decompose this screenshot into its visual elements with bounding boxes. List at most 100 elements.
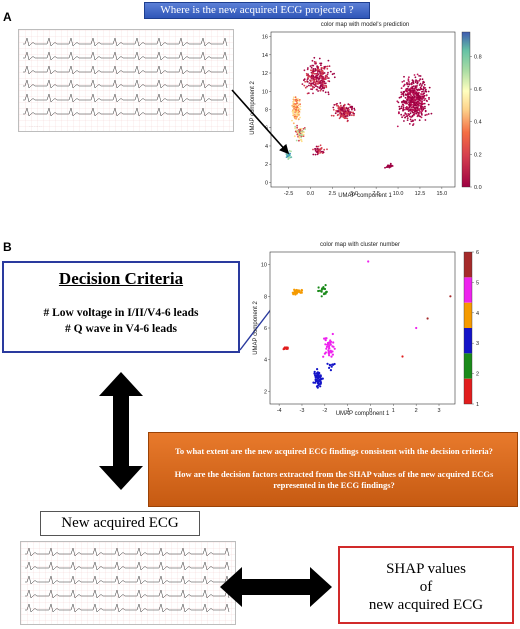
scatter-point bbox=[421, 102, 423, 104]
scatter-point bbox=[321, 86, 324, 89]
scatter-point bbox=[317, 152, 320, 155]
scatter-point bbox=[314, 149, 317, 152]
scatter-point bbox=[308, 84, 310, 87]
scatter-point bbox=[291, 104, 294, 107]
cluster-point bbox=[327, 352, 330, 355]
scatter-point bbox=[413, 88, 416, 91]
scatter-point bbox=[305, 72, 308, 75]
scatter-point bbox=[319, 144, 322, 147]
scatter-point bbox=[413, 85, 415, 88]
scatter-point bbox=[406, 117, 409, 119]
scatter-point bbox=[295, 100, 298, 103]
colorbar-tick-label: 0.6 bbox=[474, 87, 482, 93]
scatter-point bbox=[348, 114, 351, 117]
scatter-point bbox=[403, 75, 405, 78]
scatter-point bbox=[408, 76, 410, 79]
scatter-point bbox=[403, 90, 406, 93]
horizontal-double-arrow bbox=[220, 567, 332, 607]
scatter-point bbox=[352, 111, 354, 114]
scatter-point bbox=[400, 107, 403, 110]
cluster-point bbox=[415, 326, 418, 330]
cluster-colorbar bbox=[463, 251, 473, 405]
scatter-point bbox=[424, 105, 426, 108]
scatter-point bbox=[309, 84, 312, 87]
scatter-point bbox=[311, 59, 314, 62]
scatter-point bbox=[313, 76, 316, 79]
x-tick-label: 15.0 bbox=[436, 191, 447, 197]
scatter-point bbox=[344, 110, 347, 112]
scatter-point bbox=[296, 124, 298, 127]
scatter-point bbox=[342, 105, 345, 107]
scatter-point bbox=[292, 103, 295, 106]
scatter-point bbox=[299, 103, 301, 106]
scatter-point bbox=[293, 135, 296, 138]
scatter-point bbox=[412, 124, 414, 126]
scatter-point bbox=[315, 85, 317, 88]
scatter-point bbox=[341, 114, 344, 117]
cluster-point bbox=[320, 290, 323, 293]
scatter-point bbox=[353, 114, 355, 117]
scatter-point bbox=[407, 95, 410, 98]
scatter-point bbox=[419, 75, 422, 77]
scatter-point bbox=[312, 148, 314, 151]
scatter-point bbox=[322, 77, 325, 80]
scatter-point bbox=[347, 107, 350, 109]
scatter-point bbox=[409, 112, 412, 115]
scatter-point bbox=[409, 104, 412, 106]
scatter-point bbox=[323, 72, 326, 74]
scatter-point bbox=[323, 148, 326, 151]
scatter-point bbox=[423, 99, 426, 101]
scatter-point bbox=[410, 97, 413, 100]
cluster-point bbox=[292, 291, 295, 294]
scatter-point bbox=[325, 84, 327, 87]
ecg-lead-trace bbox=[23, 107, 228, 117]
scatter-point bbox=[318, 75, 321, 78]
x-tick-label: 0.0 bbox=[307, 191, 315, 197]
scatter-point bbox=[308, 82, 311, 84]
scatter-point bbox=[322, 71, 325, 74]
y-tick-label: 4 bbox=[264, 358, 267, 364]
scatter-point bbox=[306, 78, 309, 81]
scatter-point bbox=[312, 75, 315, 77]
scatter-point bbox=[301, 83, 304, 85]
scatter-point bbox=[318, 80, 320, 83]
scatter-point bbox=[427, 103, 430, 106]
scatter-point bbox=[288, 156, 291, 159]
scatter-point bbox=[387, 165, 390, 168]
ecg-traces bbox=[25, 547, 230, 613]
scatter-point bbox=[298, 139, 300, 142]
x-axis-label: UMAP component 1 bbox=[335, 411, 390, 417]
scatter-point bbox=[398, 105, 401, 108]
colorbar-segment bbox=[464, 378, 472, 404]
scatter-point bbox=[407, 110, 410, 112]
scatter-point bbox=[320, 73, 322, 76]
scatter-point bbox=[327, 91, 330, 94]
x-tick-label: -3 bbox=[300, 408, 305, 414]
scatter-point bbox=[339, 102, 342, 104]
cluster-point bbox=[318, 383, 321, 386]
scatter-point bbox=[401, 100, 403, 103]
scatter-point bbox=[321, 69, 324, 72]
scatter-point bbox=[291, 110, 294, 113]
scatter-point bbox=[417, 89, 419, 91]
scatter-point bbox=[424, 114, 427, 116]
scatter-point bbox=[316, 68, 318, 71]
scatter-point bbox=[311, 64, 314, 67]
cluster-point bbox=[322, 287, 325, 290]
scatter-point bbox=[421, 88, 423, 91]
scatter-point bbox=[346, 120, 349, 123]
scatter-point bbox=[416, 73, 419, 76]
cluster-point bbox=[333, 347, 336, 350]
prediction-points bbox=[285, 56, 433, 169]
scatter-point bbox=[317, 73, 320, 76]
scatter-point bbox=[293, 109, 295, 112]
scatter-point bbox=[322, 84, 325, 87]
scatter-point bbox=[427, 113, 430, 115]
scatter-point bbox=[413, 74, 416, 76]
ecg-lead-trace bbox=[23, 37, 228, 47]
y-tick-label: 2 bbox=[264, 389, 267, 395]
scatter-point bbox=[342, 110, 345, 112]
scatter-point bbox=[418, 112, 420, 114]
scatter-point bbox=[337, 107, 340, 109]
scatter-point bbox=[403, 84, 406, 87]
